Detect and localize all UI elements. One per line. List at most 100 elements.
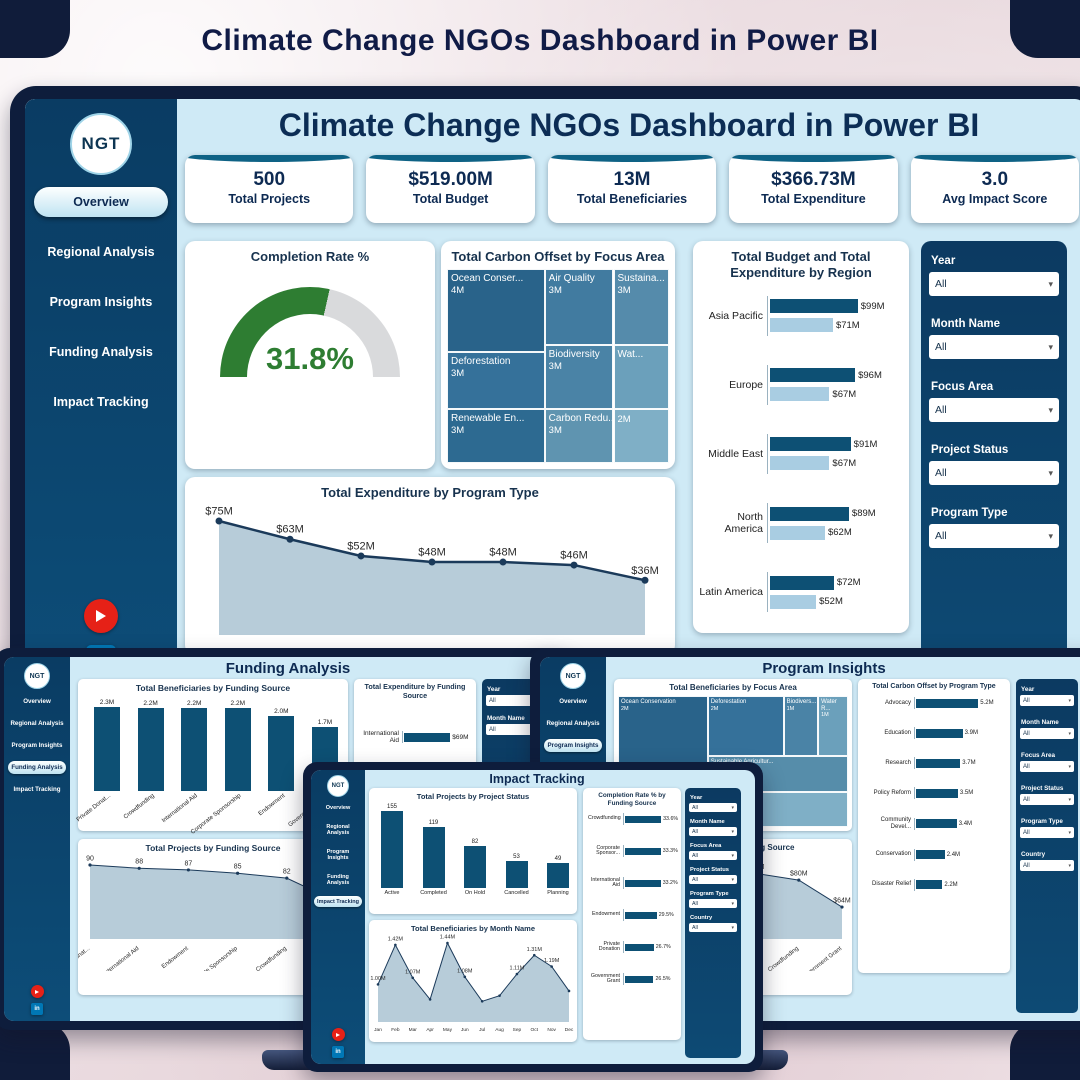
chevron-down-icon: ▾	[731, 828, 734, 835]
sidebar-item-funding-analysis[interactable]: Funding Analysis	[326, 873, 350, 886]
slicer-value: All	[1023, 796, 1030, 803]
bar-column: 2.2M Corporate Sponsorship	[190, 699, 251, 836]
slicer-dropdown[interactable]: All ▾	[1020, 827, 1074, 838]
bar-value-label: $71M	[835, 319, 860, 331]
bar-column: 82 On Hold	[464, 804, 486, 896]
dashboard-title: Climate Change NGOs Dashboard in Power B…	[278, 107, 980, 143]
sidebar-item-program-insights[interactable]: Program Insights	[326, 848, 350, 861]
bar-category-label: Private Donation	[598, 940, 620, 953]
chevron-down-icon: ▾	[731, 924, 734, 931]
bar-line: $67M	[770, 386, 903, 403]
slicer-dropdown[interactable]: All ▾	[689, 875, 737, 884]
axis-category-label: Private Donat...	[78, 946, 91, 971]
data-point	[515, 972, 519, 976]
slicer-dropdown[interactable]: All ▾	[1020, 728, 1074, 739]
slicer-dropdown[interactable]: All ▾	[689, 803, 737, 812]
slicer-label: Focus Area	[931, 381, 994, 393]
sidebar-item-impact-tracking[interactable]: Impact Tracking	[314, 896, 362, 907]
slicer-value: All	[489, 726, 496, 733]
bar-category-label: Education	[884, 730, 911, 737]
youtube-icon[interactable]	[30, 985, 44, 998]
bar-value-label: 2.2M	[230, 700, 245, 708]
linkedin-icon[interactable]: in	[31, 1003, 43, 1015]
slicer-program-type: Program Type All ▾	[1020, 818, 1074, 838]
slicer-project-status: Project Status All ▾	[689, 867, 737, 884]
bar-group-asia-pacific: Asia Pacific $99M $71M	[699, 281, 903, 350]
area-chart-svg: 1.00M Jan 1.42M Feb 1.07M Mar Apr 1.44M May 1.08M…	[370, 935, 574, 1033]
bar-category-label: Europe	[729, 378, 763, 391]
slicer-label: Project Status	[931, 444, 1009, 456]
slicer-dropdown[interactable]: All ▾	[689, 899, 737, 908]
data-point	[641, 576, 649, 584]
nav-list: Overview Regional Analysis Program Insight…	[4, 695, 70, 805]
slicer-dropdown[interactable]: All ▾	[1020, 761, 1074, 772]
bar-column: 2.2M Crowdfunding	[123, 699, 164, 821]
slicer-dropdown[interactable]: All ▾	[929, 272, 1059, 296]
treemap-tile-ocean-conser: Ocean Conser... 4M	[447, 269, 545, 353]
bar-track: 33.3%	[623, 845, 678, 858]
sidebar-item-impact-tracking[interactable]: Impact Tracking	[53, 395, 149, 409]
bar-plot: Advocacy 5.2M Education 3.9M Research 3.7M Pol…	[858, 691, 1010, 891]
bar-row: Education 3.9M	[863, 727, 1005, 740]
corner-decoration-bottom-right	[1010, 1022, 1080, 1080]
treemap-tile-biodiversity: Biodiversity 3M	[544, 344, 614, 409]
slicer-dropdown[interactable]: All ▾	[1020, 695, 1074, 706]
youtube-icon[interactable]	[84, 599, 118, 633]
slicer-dropdown[interactable]: All ▾	[689, 827, 737, 836]
area-chart-svg: $75M $63M $52M $48M $48M $46M $36M	[205, 506, 659, 635]
youtube-icon[interactable]	[331, 1028, 345, 1041]
sidebar-item-overview[interactable]: Overview	[23, 698, 51, 705]
slicer-label: Program Type	[931, 507, 1008, 519]
bar-row: Research 3.7M	[863, 757, 1005, 770]
sidebar-item-regional-analysis[interactable]: Regional Analysis	[326, 823, 350, 836]
sidebar-item-funding-analysis[interactable]: Funding Analysis	[49, 345, 153, 359]
slicer-dropdown[interactable]: All ▾	[929, 398, 1059, 422]
sidebar-item-overview[interactable]: Overview	[34, 187, 168, 217]
bar-value-label: 2.2M	[944, 881, 958, 888]
logo-text: NGT	[565, 672, 581, 680]
point-value-label: $75M	[205, 506, 233, 518]
impact-screen: NGT Overview Regional Analysis Program Insi…	[311, 770, 755, 1064]
play-triangle-icon	[96, 610, 106, 622]
slicer-dropdown[interactable]: All ▾	[929, 461, 1059, 485]
slicer-dropdown[interactable]: All ▾	[1020, 794, 1074, 805]
kpi-label: Total Beneficiaries	[576, 192, 688, 206]
slicer-dropdown[interactable]: All ▾	[929, 335, 1059, 359]
treemap-value: 2M	[621, 705, 629, 712]
bar-track: 29.5%	[623, 909, 676, 922]
axis-category-label: Jun	[461, 1027, 469, 1033]
linkedin-icon[interactable]: in	[332, 1046, 344, 1058]
treemap-label: Water R...	[821, 699, 837, 712]
data-point	[446, 941, 449, 945]
sidebar-item-overview[interactable]: Overview	[325, 804, 351, 811]
slicer-dropdown[interactable]: All ▾	[929, 524, 1059, 548]
slicer-dropdown[interactable]: All ▾	[689, 851, 737, 860]
sidebar-item-regional-analysis[interactable]: Regional Analysis	[10, 720, 64, 727]
sidebar-item-regional-analysis[interactable]: Regional Analysis	[47, 245, 155, 259]
sidebar-item-program-insights[interactable]: Program Insights	[544, 739, 602, 752]
sidebar-item-regional-analysis[interactable]: Regional Analysis	[546, 720, 600, 727]
bar	[625, 911, 657, 919]
sidebar-item-program-insights[interactable]: Program Insights	[49, 295, 153, 309]
axis-category-label: Sep	[513, 1027, 522, 1033]
axis-category-label: Aug	[495, 1027, 504, 1033]
sidebar-item-overview[interactable]: Overview	[559, 698, 587, 705]
bar-group-europe: Europe $96M $67M	[699, 350, 903, 419]
banner-title: Climate Change NGOs Dashboard in Power B…	[201, 24, 879, 57]
bar-value-label: 2.4M	[946, 851, 961, 858]
slicer-label: Year	[487, 686, 501, 693]
treemap-tile-biodivers: Biodivers... 1M	[783, 696, 819, 757]
area-line	[377, 941, 570, 1002]
slicer-dropdown[interactable]: All ▾	[1020, 860, 1074, 871]
sidebar-item-program-insights[interactable]: Program Insights	[11, 742, 63, 749]
ngt-logo: NGT	[24, 663, 50, 689]
sidebar-item-impact-tracking[interactable]: Impact Tracking	[13, 786, 61, 793]
sidebar-item-funding-analysis[interactable]: Funding Analysis	[8, 761, 66, 774]
slicer-value: All	[692, 852, 698, 859]
play-triangle-icon	[336, 1032, 340, 1037]
completion-gauge-card: Completion Rate % 31.8%	[185, 241, 435, 469]
ngt-logo: NGT	[327, 775, 349, 797]
slicer-dropdown[interactable]: All ▾	[689, 923, 737, 932]
treemap-tile-wat: Wat...	[613, 344, 669, 409]
bar-value-label: 33.2%	[662, 880, 678, 887]
